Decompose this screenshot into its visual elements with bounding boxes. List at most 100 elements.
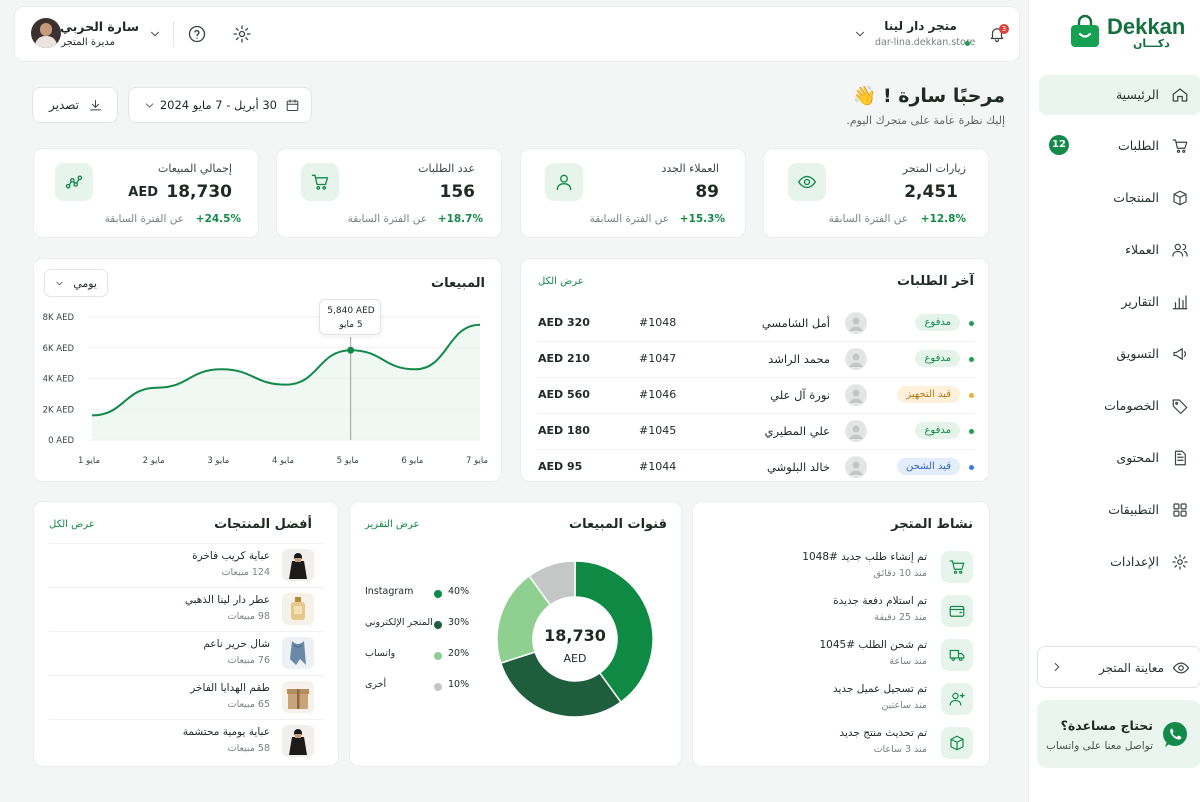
order-row[interactable]: مدفوع أمل الشامسي #1048 AED 320: [521, 305, 990, 341]
view-all-products-link[interactable]: عرض الكل: [49, 519, 95, 530]
sidebar-item-customers[interactable]: العملاء: [1039, 230, 1200, 270]
sidebar-item-home[interactable]: الرئيسية: [1039, 75, 1200, 115]
order-amount: AED 560: [538, 388, 590, 401]
date-range-picker[interactable]: 30 أبريل - 7 مايو 2024: [128, 87, 312, 123]
box-icon: [1173, 190, 1187, 206]
avatar: [845, 384, 867, 406]
stat-value: 89: [695, 182, 719, 202]
order-row[interactable]: قيد الشحن خالد البلوشي #1044 AED 95: [521, 449, 990, 485]
y-tick-label: 8K AED: [43, 313, 75, 323]
x-tick-label: مايو 2: [143, 456, 165, 466]
stat-icon-wrap: [301, 163, 339, 201]
sidebar-item-reports[interactable]: التقارير: [1039, 282, 1200, 322]
sidebar-item-marketing[interactable]: التسويق: [1039, 334, 1200, 374]
tag-icon: [1172, 399, 1188, 415]
sidebar-item-products[interactable]: المنتجات: [1039, 178, 1200, 218]
sidebar-item-discounts[interactable]: الخصومات: [1039, 386, 1200, 426]
gear-icon: [1172, 554, 1188, 570]
legend-percent: 20%: [448, 648, 470, 659]
chevron-down-icon[interactable]: [148, 27, 162, 41]
preview-store-button[interactable]: معاينة المتجر: [1037, 646, 1200, 688]
eye-icon: [798, 175, 816, 189]
customer-name: محمد الراشد: [768, 352, 830, 366]
avatar: [845, 312, 867, 334]
activity-item: تم استلام دفعة جديدة منذ 25 دقيقة: [693, 590, 991, 634]
sidebar-item-label: العملاء: [1125, 242, 1159, 257]
stat-change: +24.5%: [195, 213, 241, 225]
view-all-orders-link[interactable]: عرض الكل: [538, 276, 584, 287]
chart-flow-icon: [65, 175, 83, 189]
period-select[interactable]: يومي: [44, 269, 108, 297]
product-row[interactable]: عباية يومية محتشمة 58 مبيعات: [34, 719, 340, 763]
donut-slice[interactable]: [499, 651, 622, 718]
product-row[interactable]: عباية كريب فاخرة 124 مبيعات: [34, 543, 340, 587]
avatar[interactable]: [31, 18, 61, 48]
help-circle-icon[interactable]: [187, 24, 207, 44]
activity-item: تم شحن الطلب #1045 منذ ساعة: [693, 634, 991, 678]
donut-slice[interactable]: [574, 560, 654, 704]
stat-value: 2,451: [904, 182, 958, 202]
legend-swatch: [434, 621, 442, 629]
data-point[interactable]: [347, 346, 355, 354]
stat-card-orders: عدد الطلبات 156 +18.7% عن الفترة السابقة: [276, 148, 502, 238]
status-badge: مدفوع: [915, 314, 960, 331]
sidebar-item-orders[interactable]: 12 الطلبات: [1039, 126, 1200, 166]
legend-swatch: [434, 683, 442, 691]
truck-icon: [949, 649, 965, 661]
sidebar: Dekkan دكـــان الرئيسية 12 الطلبات المنت…: [1028, 0, 1200, 802]
stat-change: +18.7%: [437, 213, 483, 225]
product-name: عباية يومية محتشمة: [182, 726, 270, 738]
sidebar-item-label: التقارير: [1121, 294, 1159, 309]
order-id[interactable]: #1048: [639, 316, 677, 329]
sidebar-item-apps[interactable]: التطبيقات: [1039, 490, 1200, 530]
chevron-down-icon[interactable]: [853, 27, 867, 41]
donut-slice[interactable]: [528, 560, 576, 607]
activity-item: تم تحديث منتج جديد منذ 3 ساعات: [693, 722, 991, 766]
whatsapp-icon: [1163, 722, 1187, 747]
product-row[interactable]: طقم الهدايا الفاخر 65 مبيعات: [34, 675, 340, 719]
order-id[interactable]: #1045: [639, 424, 677, 437]
status-badge: قيد التجهيز: [897, 386, 960, 403]
order-amount: AED 95: [538, 460, 583, 473]
legend-swatch: [434, 652, 442, 660]
order-row[interactable]: مدفوع محمد الراشد #1047 AED 210: [521, 341, 990, 377]
order-id[interactable]: #1047: [639, 352, 677, 365]
status-dot: [969, 465, 974, 470]
whatsapp-help-card[interactable]: تحتاج مساعدة؟ تواصل معنا على واتساب: [1037, 700, 1200, 768]
chart-tooltip: 5,840 AED 5 مايو: [319, 299, 381, 335]
sidebar-item-label: المنتجات: [1113, 190, 1159, 205]
user-plus-icon: [949, 692, 965, 706]
activity-text: تم استلام دفعة جديدة: [833, 595, 927, 607]
order-row[interactable]: قيد التجهيز نورة آل علي #1046 AED 560: [521, 377, 990, 413]
recent-orders-title: آخر الطلبات: [897, 274, 974, 289]
order-row[interactable]: مدفوع علي المطيري #1045 AED 180: [521, 413, 990, 449]
stat-icon-wrap: [545, 163, 583, 201]
legend-label: المتجر الإلكتروني: [365, 617, 433, 628]
product-thumbnail: [282, 593, 314, 625]
stat-currency: AED: [128, 185, 158, 200]
grid-icon: [1173, 503, 1187, 517]
sales-line-chart: 0 AED 2K AED 4K AED 6K AED 8K AED مايو 1 مايو …: [43, 313, 488, 466]
gear-icon[interactable]: [232, 24, 252, 44]
order-id[interactable]: #1044: [639, 460, 677, 473]
user-placeholder-icon: [849, 425, 863, 439]
y-tick-label: 6K AED: [43, 344, 75, 354]
sidebar-item-content[interactable]: المحتوى: [1039, 438, 1200, 478]
store-online-dot: [965, 41, 970, 46]
status-dot: [969, 429, 974, 434]
product-thumbnail: [282, 681, 314, 713]
product-row[interactable]: عطر دار لينا الذهبي 98 مبيعات: [34, 587, 340, 631]
tooltip-value: 5,840 AED: [327, 306, 375, 316]
stat-change: +15.3%: [679, 213, 725, 225]
sidebar-item-settings[interactable]: الإعدادات: [1039, 542, 1200, 582]
view-report-link[interactable]: عرض التقرير: [365, 519, 420, 530]
chevron-down-icon: [145, 103, 154, 108]
stat-value: 18,730: [166, 182, 232, 202]
product-row[interactable]: شال حرير ناعم 76 مبيعات: [34, 631, 340, 675]
order-id[interactable]: #1046: [639, 388, 677, 401]
export-button[interactable]: تصدير: [32, 87, 118, 123]
perfume-image: [282, 593, 314, 625]
sidebar-item-label: الطلبات: [1117, 138, 1159, 153]
channels-donut-chart: [496, 560, 654, 718]
top-bar: سارة الحربي مديرة المتجر متجر دار لينا d…: [14, 6, 1020, 62]
